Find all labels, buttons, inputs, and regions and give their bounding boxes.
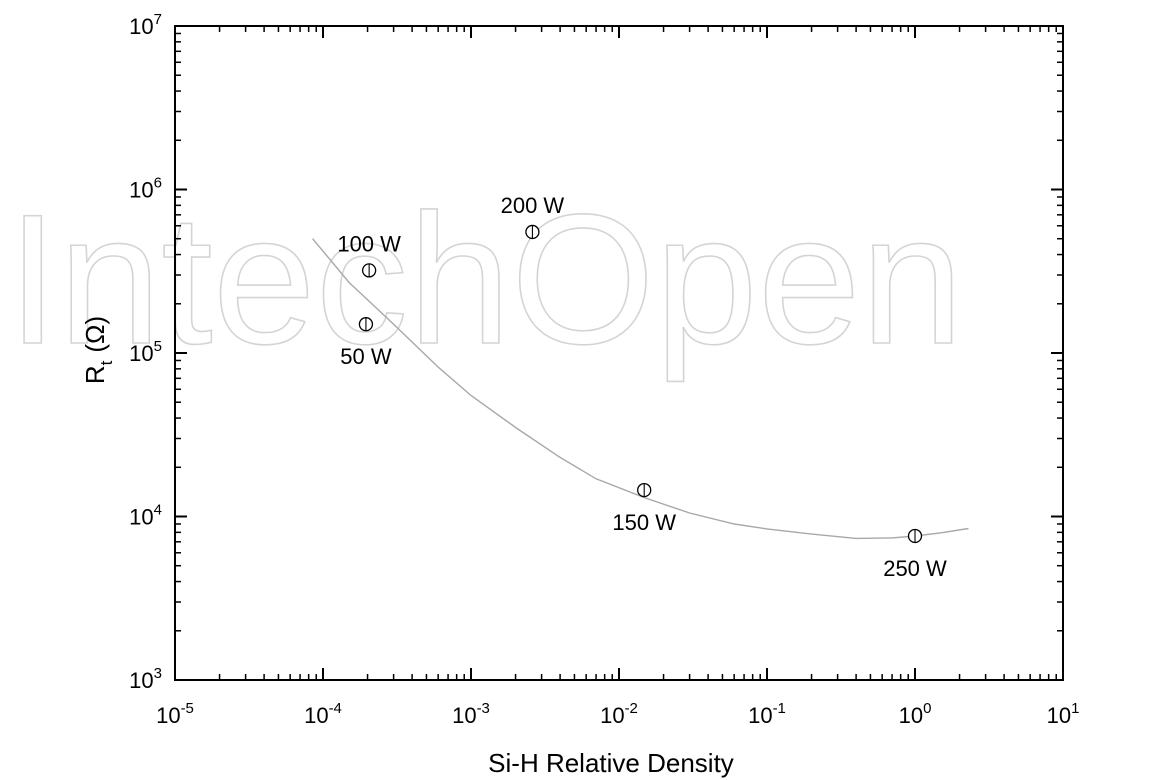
y-axis-title-unit: (Ω) bbox=[80, 316, 110, 353]
data-point-label: 250 W bbox=[883, 556, 947, 581]
x-tick-label: 10-4 bbox=[304, 700, 342, 728]
y-axis-title-main: R bbox=[80, 365, 110, 384]
y-tick-label: 107 bbox=[129, 11, 162, 39]
axes bbox=[174, 25, 1064, 681]
y-tick-label: 105 bbox=[129, 338, 162, 366]
fit-curve bbox=[312, 238, 969, 540]
y-tick-label: 104 bbox=[129, 502, 162, 530]
data-point-label: 150 W bbox=[612, 510, 676, 535]
y-axis-title-sub: t bbox=[97, 360, 116, 365]
data-point-label: 100 W bbox=[337, 231, 401, 256]
y-tick-label: 106 bbox=[129, 175, 162, 203]
data-point-label: 200 W bbox=[501, 193, 565, 218]
x-axis-title: Si-H Relative Density bbox=[488, 748, 734, 778]
x-tick-label: 10-2 bbox=[600, 700, 638, 728]
x-tick-label: 101 bbox=[1047, 700, 1080, 728]
watermark-text: IntechOpen bbox=[7, 177, 964, 383]
x-tick-label: 100 bbox=[899, 700, 932, 728]
data-points: 50 W 100 W 200 W 150 W 250 W bbox=[337, 193, 947, 581]
data-point-label: 50 W bbox=[340, 344, 392, 369]
y-axis-title: Rt (Ω) bbox=[80, 316, 116, 384]
fit-curve-layer bbox=[312, 238, 969, 540]
x-tick-label: 10-1 bbox=[748, 700, 786, 728]
x-tick-label: 10-5 bbox=[156, 700, 194, 728]
y-tick-label: 103 bbox=[129, 665, 162, 693]
x-tick-label: 10-3 bbox=[452, 700, 490, 728]
tick-labels: 10-5 10-4 10-3 10-2 10-1 100 101 103 104 105 106 10… bbox=[129, 11, 1079, 728]
